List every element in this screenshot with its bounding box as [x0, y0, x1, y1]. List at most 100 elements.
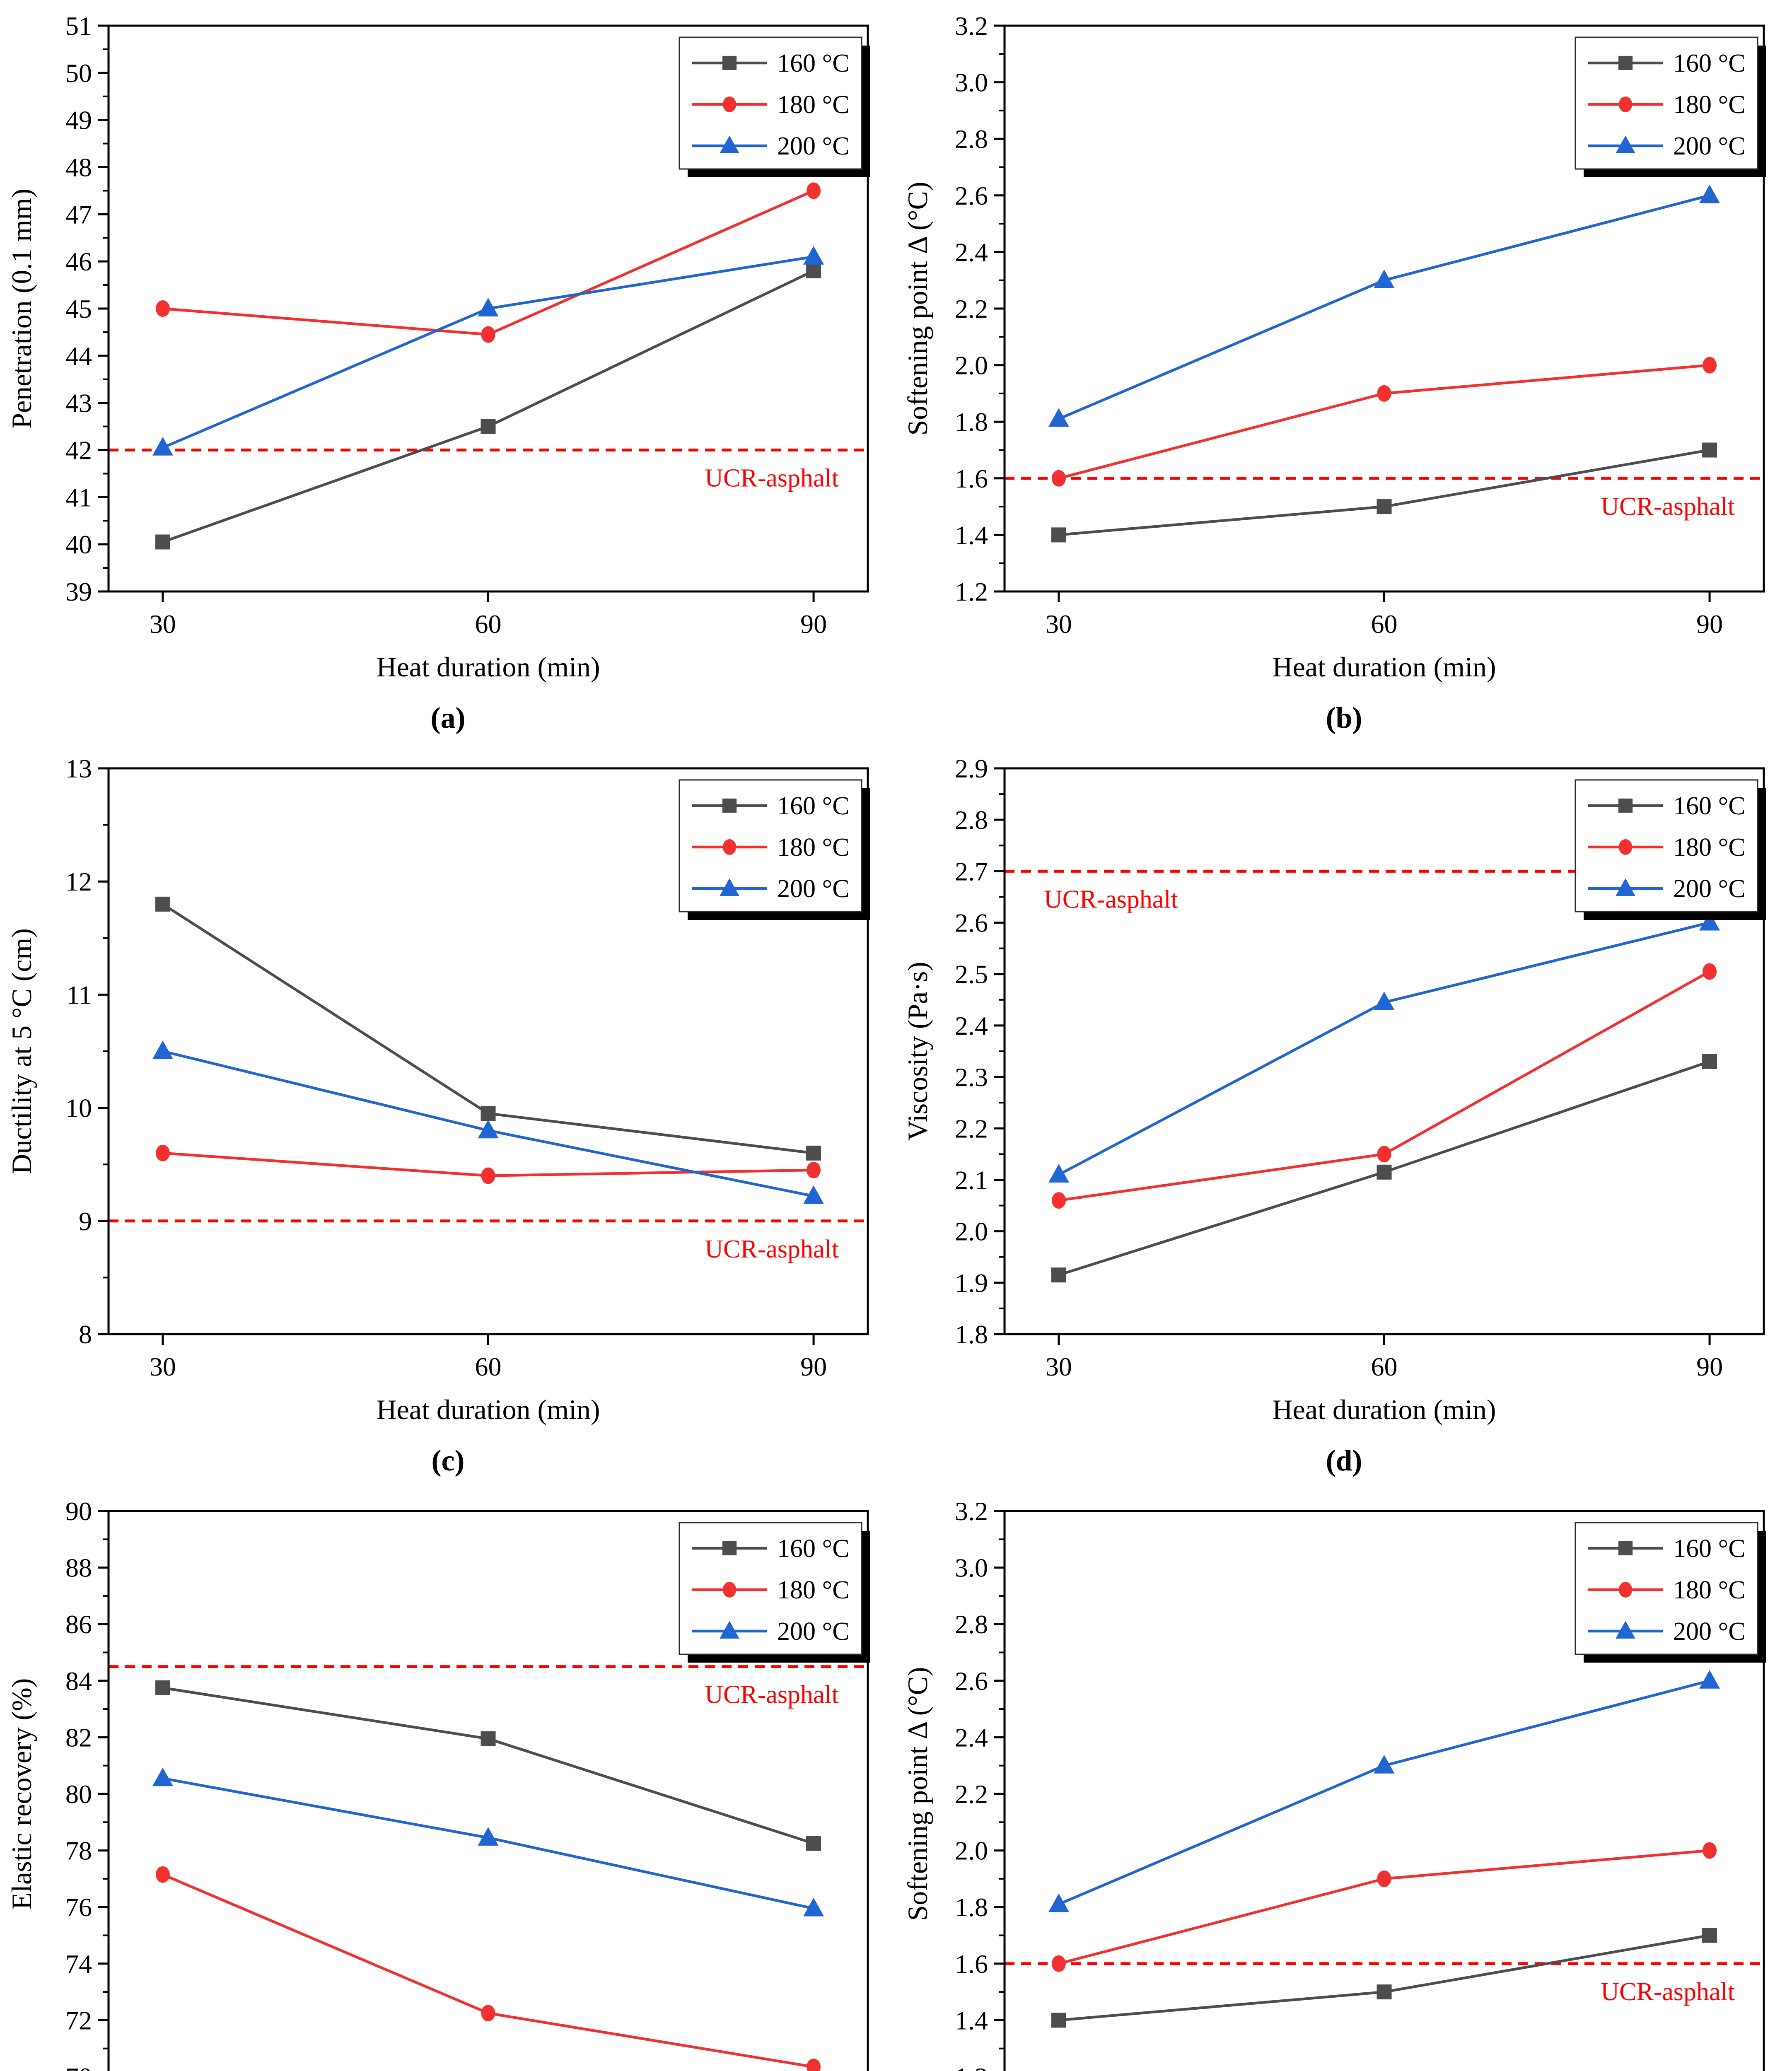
marker-triangle: [720, 878, 739, 896]
y-axis-label: Softening point Δ (°C): [902, 181, 933, 435]
series-line: [162, 1686, 814, 1845]
marker-circle: [1377, 385, 1391, 402]
x-tick-label: 60: [1371, 1352, 1398, 1381]
panel-c: 8 9 10 11 12 13 30 60 90 Heat duration (min) Ducti…: [0, 743, 896, 1485]
marker-triangle: [803, 1897, 824, 1917]
y-tick-label: 2.1: [955, 1165, 988, 1195]
legend-label: 160 °C: [777, 792, 850, 820]
legend: 160 °C 180 °C 200 °C: [1575, 1522, 1766, 1663]
y-tick-label: 1.6: [955, 1949, 988, 1979]
legend-label: 180 °C: [777, 91, 850, 119]
chart-a: 39 40 41 42 43 44 45 46 47 48 49 50 51 30 60 90 Heat dur…: [0, 0, 896, 743]
reference-label: UCR-asphalt: [1044, 885, 1178, 913]
y-tick-label: 48: [65, 153, 92, 182]
y-tick-label: 72: [65, 2006, 92, 2035]
y-tick-label: 10: [65, 1093, 92, 1123]
y-tick-label: 76: [65, 1892, 92, 1922]
legend-label: 200 °C: [1673, 875, 1746, 903]
x-axis-label: Heat duration (min): [376, 1394, 600, 1425]
y-tick-label: 90: [65, 1497, 92, 1526]
marker-triangle: [720, 1621, 739, 1639]
marker-square: [806, 263, 821, 278]
marker-triangle: [152, 1040, 173, 1059]
y-tick-label: 1.2: [955, 2062, 988, 2071]
y-tick-label: 3.0: [955, 1553, 988, 1583]
legend: 160 °C 180 °C 200 °C: [1575, 36, 1766, 177]
chart-c: 8 9 10 11 12 13 30 60 90 Heat duration (min) Ducti…: [0, 743, 896, 1485]
marker-triangle: [803, 1185, 824, 1204]
y-tick-label: 40: [65, 530, 92, 559]
y-axis-label: Penetration (0.1 mm): [6, 188, 37, 429]
marker-square: [1051, 1267, 1066, 1283]
marker-square: [155, 1680, 170, 1695]
legend-label: 200 °C: [1673, 132, 1746, 160]
marker-square: [155, 896, 170, 912]
reference-label: UCR-asphalt: [705, 464, 839, 492]
y-tick-label: 3.2: [955, 11, 988, 41]
marker-circle: [1051, 470, 1066, 487]
chart-svg-e: 7072747678808284868890306090Heat duratio…: [6, 1497, 870, 2071]
marker-triangle: [1374, 992, 1395, 1011]
legend-label: 180 °C: [1673, 833, 1746, 862]
marker-circle: [481, 1167, 495, 1184]
y-tick-label: 43: [65, 389, 92, 418]
x-axis-label: Heat duration (min): [1272, 651, 1496, 683]
marker-circle: [155, 1144, 170, 1161]
series-line: [1058, 364, 1710, 480]
marker-square: [1377, 1164, 1392, 1180]
x-tick-label: 60: [475, 1352, 502, 1381]
marker-circle: [722, 1582, 737, 1598]
y-tick-label: 1.2: [955, 577, 988, 606]
marker-triangle: [1048, 1893, 1069, 1912]
marker-circle: [481, 2005, 495, 2022]
legend-label: 200 °C: [777, 875, 850, 903]
plot-frame: [1003, 767, 1765, 1335]
marker-triangle: [1699, 184, 1720, 203]
legend-label: 200 °C: [1673, 1617, 1746, 1646]
x-tick-label: 30: [1046, 1352, 1072, 1381]
y-axis-label: Softening point Δ (°C): [902, 1667, 933, 1921]
y-tick-label: 2.7: [955, 857, 988, 886]
marker-circle: [155, 1866, 170, 1883]
marker-circle: [807, 2059, 821, 2071]
y-tick-label: 13: [65, 754, 92, 783]
reference-label: UCR-asphalt: [705, 1681, 839, 1709]
y-tick-label: 42: [65, 436, 92, 465]
marker-circle: [1703, 1842, 1717, 1859]
legend: 160 °C 180 °C 200 °C: [679, 36, 870, 177]
marker-triangle: [1616, 878, 1635, 896]
y-tick-label: 51: [65, 11, 92, 41]
y-tick-label: 3.0: [955, 68, 988, 97]
x-tick-label: 90: [1696, 609, 1723, 639]
marker-triangle: [1374, 1755, 1395, 1774]
marker-square: [1702, 442, 1717, 458]
panel-e: 7072747678808284868890306090Heat duratio…: [0, 1485, 896, 2071]
y-tick-label: 2.0: [955, 1217, 988, 1246]
x-tick-label: 60: [1371, 609, 1398, 639]
marker-circle: [1618, 1582, 1633, 1598]
marker-triangle: [1699, 912, 1720, 931]
marker-triangle: [1616, 1621, 1635, 1639]
marker-square: [722, 56, 737, 70]
marker-square: [806, 1145, 821, 1161]
y-tick-label: 2.0: [955, 351, 988, 380]
marker-triangle: [1048, 1164, 1069, 1183]
chart-svg-f: 1.21.41.61.82.02.22.42.62.83.03.2306090H…: [902, 1497, 1766, 2071]
chart-b: 1.2 1.4 1.6 1.8 2.0 2.2 2.4 2.6 2.8 3.0 3.2 30 60 90 H…: [896, 0, 1792, 743]
marker-square: [1618, 1541, 1633, 1556]
marker-circle: [1051, 1192, 1066, 1209]
marker-triangle: [478, 298, 499, 316]
marker-square: [155, 534, 170, 550]
marker-triangle: [803, 246, 824, 265]
marker-circle: [155, 300, 170, 317]
y-tick-label: 2.4: [955, 1723, 988, 1752]
y-tick-label: 1.4: [955, 520, 988, 550]
y-tick-label: 82: [65, 1723, 92, 1752]
marker-triangle: [152, 437, 173, 456]
marker-square: [1051, 2013, 1066, 2028]
marker-circle: [1051, 1955, 1066, 1972]
legend-label: 180 °C: [1673, 91, 1746, 119]
legend-label: 200 °C: [777, 1617, 850, 1646]
panel-caption-b: (b): [1326, 701, 1362, 734]
legend-label: 160 °C: [777, 1535, 850, 1563]
